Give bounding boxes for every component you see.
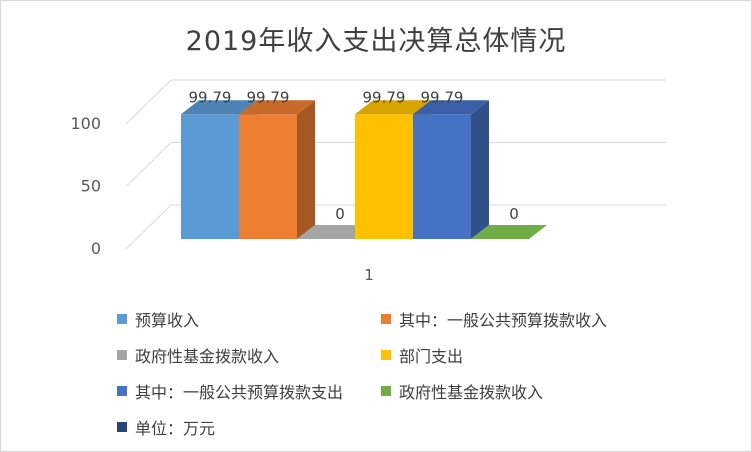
bar [355,114,413,239]
data-label: 99.79 [189,88,232,106]
y-tick-label: 50 [81,177,101,196]
legend-item: 其中：一般公共预算拨款收入 [381,307,607,331]
y-tick-label: 100 [70,114,101,133]
legend-label: 预算收入 [135,311,200,330]
bar-top [413,100,489,115]
legend-label: 部门支出 [399,347,464,366]
legend-item: 政府性基金拨款收入 [117,343,279,367]
legend-item: 部门支出 [381,343,463,367]
side-gridline [125,142,172,187]
side-gridline [125,79,172,125]
legend-item: 单位：万元 [117,415,215,439]
legend-item: 政府性基金拨款收入 [381,379,543,403]
bar-top [181,100,257,115]
data-label: 0 [509,205,519,223]
legend: 预算收入 其中：一般公共预算拨款收入 政府性基金拨款收入 部门支出 其中：一般公共预算拨… [1,301,751,451]
legend-swatch [381,314,391,324]
legend-swatch [117,314,127,324]
data-label: 99.79 [363,88,406,106]
side-gridline [125,204,172,250]
bar [181,114,239,239]
x-tick-label: 1 [364,266,374,284]
bar-side [297,100,315,239]
bar [471,225,547,239]
bar [239,114,297,239]
y-tick-label: 0 [91,239,101,258]
legend-label: 政府性基金拨款收入 [135,347,280,366]
data-label: 99.79 [421,88,464,106]
legend-label: 单位：万元 [135,419,216,438]
chart-title: 2019年收入支出决算总体情况 [185,26,567,57]
legend-label: 其中：一般公共预算拨款支出 [135,383,344,402]
bar [413,114,471,239]
legend-item: 其中：一般公共预算拨款支出 [117,379,343,403]
legend-label: 政府性基金拨款收入 [399,383,544,402]
bar-side [471,100,489,239]
legend-swatch [381,350,391,360]
bar-top [239,100,315,115]
legend-item: 预算收入 [117,307,199,331]
bar-top [355,100,431,115]
bar [297,225,373,239]
data-label: 99.79 [247,88,290,106]
data-label: 0 [335,205,345,223]
legend-swatch [381,386,391,396]
legend-swatch [117,422,127,432]
plot-area: 0 50 100 99.79 99.79 0 99.79 99.79 0 1 [70,79,666,284]
legend-label: 其中：一般公共预算拨款收入 [399,311,608,330]
legend-swatch [117,386,127,396]
legend-swatch [117,350,127,360]
